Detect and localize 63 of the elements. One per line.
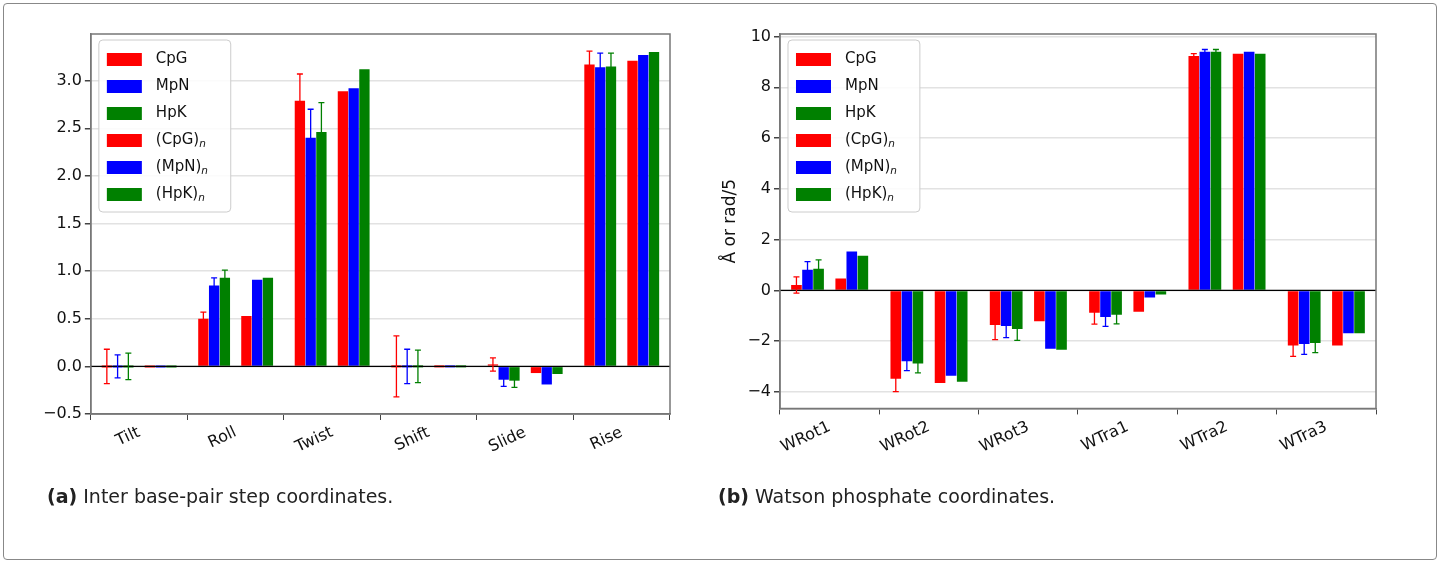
- bar: [241, 315, 252, 366]
- legend-label: HpK: [844, 102, 877, 121]
- y-tick-label: 1.0: [56, 260, 82, 280]
- bar: [1332, 291, 1343, 346]
- y-tick-label: 0: [760, 279, 771, 299]
- y-tick-label: 0.5: [56, 307, 82, 327]
- text: (b) Watson phosphate coordinates.: [718, 485, 1056, 507]
- text: (a) Inter base-pair step coordinates.: [47, 485, 394, 507]
- bar: [1199, 51, 1211, 290]
- y-tick-label: −4: [747, 381, 771, 401]
- x-tick-label: Slide: [485, 421, 529, 456]
- bar: [1144, 291, 1156, 298]
- bar: [1133, 291, 1145, 312]
- bar: [348, 88, 359, 366]
- bar: [1232, 53, 1244, 290]
- y-tick-label: 2.0: [56, 165, 82, 185]
- bar: [638, 54, 649, 366]
- bar: [846, 251, 858, 290]
- y-tick-label: 3.0: [56, 69, 82, 89]
- bar: [857, 255, 869, 290]
- y-tick-label: 4: [760, 178, 771, 197]
- x-tick-label: Rise: [586, 421, 626, 454]
- x-tick-label: Twist: [291, 421, 336, 457]
- bar: [835, 278, 847, 290]
- bar: [1354, 291, 1365, 334]
- y-tick-label: 2: [760, 228, 771, 248]
- bar: [956, 291, 968, 382]
- y-tick-label: 2.5: [56, 117, 82, 137]
- bar: [648, 52, 660, 366]
- legend-label: MpN: [155, 75, 190, 94]
- y-tick-label: −2: [747, 330, 771, 350]
- bar: [530, 367, 542, 374]
- bar: [1045, 291, 1056, 349]
- legend-label: HpK: [155, 102, 188, 121]
- legend-label: CpG: [155, 48, 188, 67]
- y-tick-label: 0.0: [56, 355, 82, 375]
- bar: [945, 291, 957, 376]
- bar: [251, 279, 263, 366]
- bar: [1188, 56, 1200, 290]
- y-tick-label: 10: [750, 25, 771, 45]
- legend-label: MpN: [844, 75, 879, 94]
- bar: [1243, 51, 1255, 290]
- bar: [1254, 53, 1266, 290]
- x-tick-label: Shift: [391, 421, 433, 455]
- x-tick-label: Roll: [204, 421, 240, 452]
- y-tick-label: 6: [760, 127, 771, 147]
- x-tick-label: Tilt: [111, 421, 143, 450]
- bar: [541, 367, 552, 385]
- bar: [552, 367, 563, 374]
- y-axis-title: Å or rad/5: [717, 178, 739, 264]
- y-tick-label: 8: [760, 76, 771, 96]
- bar: [1056, 291, 1067, 350]
- y-tick-label: −0.5: [42, 403, 82, 423]
- bar: [359, 69, 370, 366]
- bar: [262, 277, 274, 366]
- bar: [1343, 291, 1354, 334]
- y-tick-label: 1.5: [56, 212, 82, 232]
- bar: [627, 60, 638, 366]
- bar: [337, 91, 349, 366]
- bar: [934, 291, 946, 384]
- legend-label: CpG: [844, 48, 877, 67]
- bar: [1034, 291, 1045, 322]
- bar: [1210, 51, 1222, 290]
